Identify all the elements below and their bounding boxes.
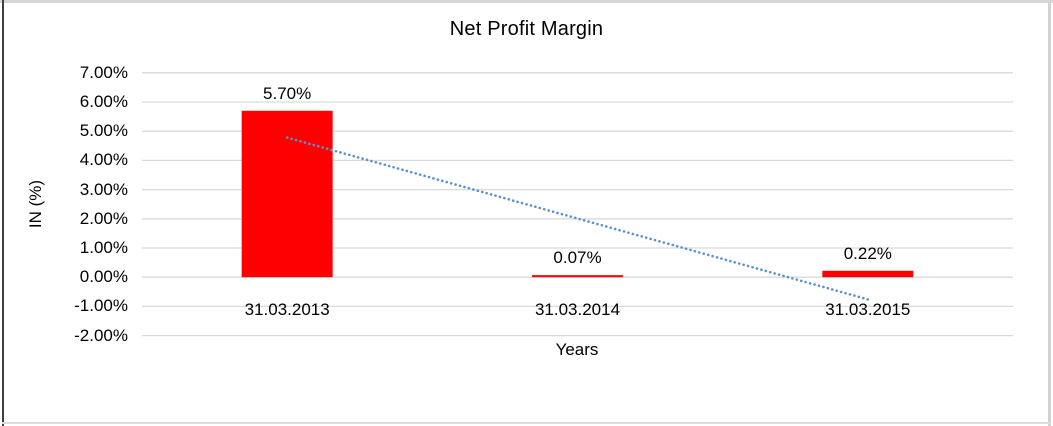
frame-border-bottom <box>2 422 1051 424</box>
x-axis-title: Years <box>555 340 599 359</box>
linear-trendline <box>285 136 870 301</box>
y-tick-label: 7.00% <box>79 62 128 82</box>
y-tick-label: 3.00% <box>79 179 128 199</box>
bar-31.03.2014 <box>532 275 623 278</box>
bar-data-label: 0.07% <box>553 248 602 268</box>
frame-border-top <box>0 0 1053 3</box>
frame-border-right <box>1048 3 1051 426</box>
x-category-label: 31.03.2014 <box>534 300 621 319</box>
y-tick-label: -2.00% <box>74 325 128 345</box>
y-tick-label: 6.00% <box>79 92 128 111</box>
y-tick-label: -1.00% <box>74 296 128 316</box>
bar-31.03.2013 <box>241 110 333 278</box>
y-tick-label: 5.00% <box>79 121 128 141</box>
bar-data-label: 0.22% <box>843 243 892 263</box>
y-tick-label: 1.00% <box>79 238 128 257</box>
frame-border-left <box>2 0 4 426</box>
bar-data-label: 5.70% <box>263 83 312 103</box>
x-category-label: 31.03.2013 <box>244 300 330 319</box>
chart-title: Net Profit Margin <box>449 18 604 40</box>
y-tick-label: 0.00% <box>79 267 128 287</box>
y-tick-label: 4.00% <box>79 150 128 170</box>
x-category-label: 31.03.2015 <box>825 300 911 319</box>
y-tick-label: 2.00% <box>79 208 128 228</box>
bar-31.03.2015 <box>822 270 914 278</box>
